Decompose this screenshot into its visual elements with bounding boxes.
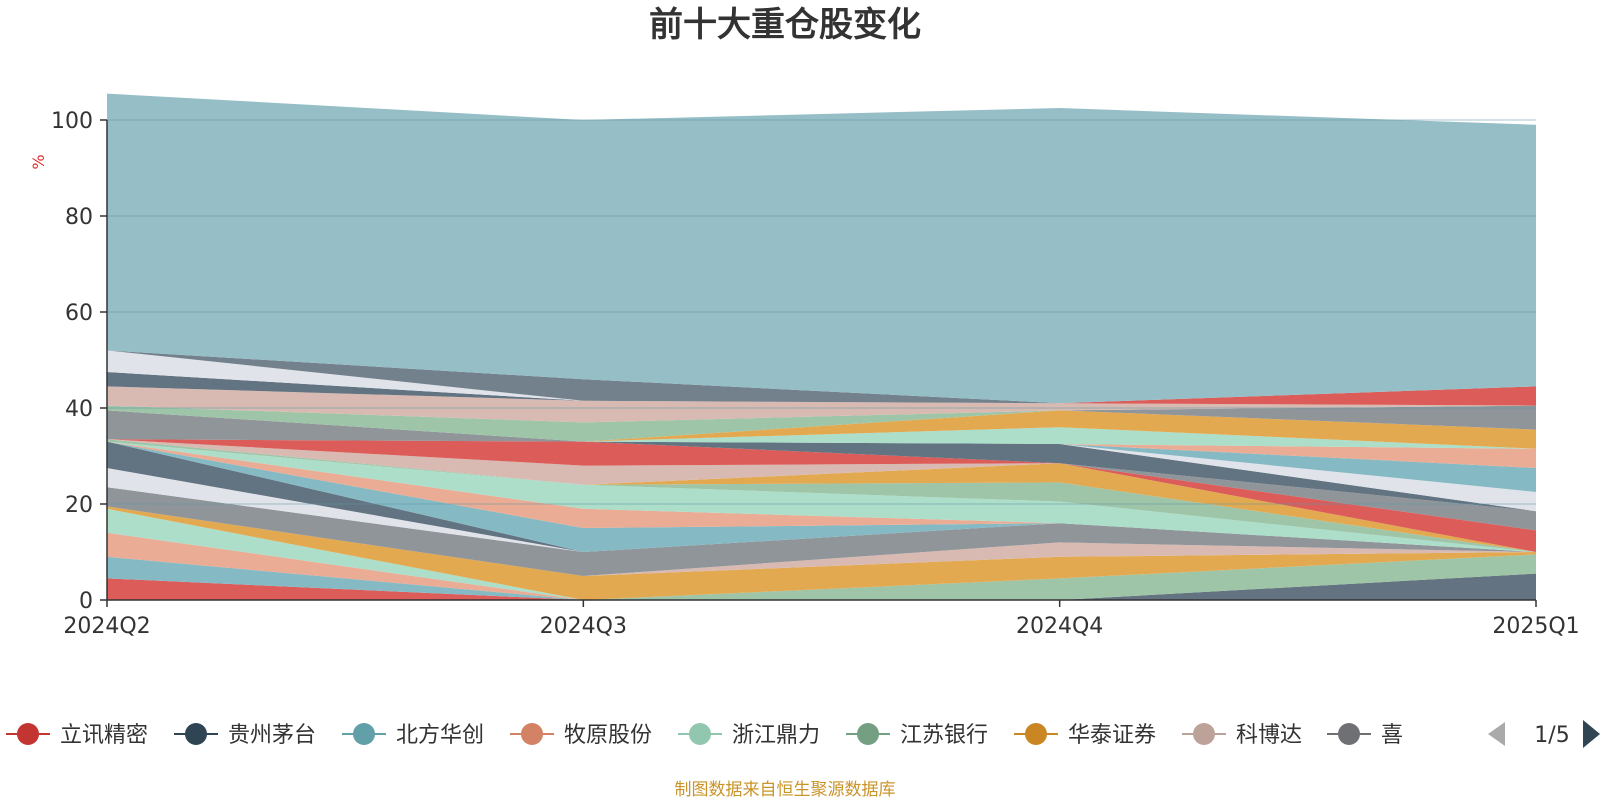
area-series-7 <box>107 506 1536 576</box>
area-series-25 <box>107 405 1536 442</box>
legend-label: 贵州茅台 <box>228 723 316 748</box>
triangle-left-icon[interactable] <box>1488 722 1505 746</box>
chart-title: 前十大重仓股变化 <box>649 5 921 45</box>
plot-area <box>107 93 1536 600</box>
grid-lines <box>107 119 1536 505</box>
y-tick-label: 40 <box>65 397 93 422</box>
source-note: 制图数据来自恒生聚源数据库 <box>675 780 896 800</box>
axes: 0 20 40 60 80 100 2024Q2 2024Q3 2024Q4 2025Q1 <box>51 109 1580 639</box>
legend-marker <box>17 723 39 745</box>
legend-marker <box>353 723 375 745</box>
triangle-right-icon[interactable] <box>1583 720 1600 748</box>
area-series-11 <box>107 441 1536 552</box>
y-tick-label: 100 <box>51 109 93 134</box>
area-series-29 <box>107 372 1536 406</box>
area-series-26 <box>107 405 1536 430</box>
area-series-32 <box>107 93 1536 404</box>
x-tick-label: 2025Q1 <box>1492 614 1579 639</box>
legend[interactable]: 立讯精密 贵州茅台 北方华创 牧原股份 浙江鼎力 江苏银行 华泰证券 科博达 喜 1/5 <box>6 720 1600 748</box>
legend-label: 浙江鼎力 <box>732 723 820 748</box>
legend-item[interactable]: 北方华创 <box>342 723 484 748</box>
legend-label: 牧原股份 <box>564 723 652 748</box>
x-tick-label: 2024Q3 <box>540 614 627 639</box>
legend-label: 科博达 <box>1236 723 1302 748</box>
legend-marker <box>1338 723 1360 745</box>
legend-page-indicator: 1/5 <box>1534 723 1569 748</box>
y-axis-unit: % <box>29 154 48 169</box>
area-series-27 <box>107 386 1536 423</box>
legend-item[interactable]: 浙江鼎力 <box>678 723 820 748</box>
area-series-0 <box>107 578 1536 600</box>
area-series-4 <box>107 508 1536 600</box>
area-series-17 <box>107 439 1536 552</box>
area-series-24 <box>107 410 1536 449</box>
area-series-23 <box>107 410 1536 449</box>
area-series-5 <box>107 508 1536 600</box>
x-tick-label: 2024Q2 <box>63 614 150 639</box>
legend-item[interactable]: 科博达 <box>1182 723 1302 748</box>
legend-marker <box>1025 723 1047 745</box>
area-series-30 <box>107 350 1536 404</box>
legend-label: 喜 <box>1381 723 1403 748</box>
legend-marker <box>1193 723 1215 745</box>
legend-label: 立讯精密 <box>60 723 148 748</box>
legend-item[interactable]: 立讯精密 <box>6 723 148 748</box>
y-tick-label: 80 <box>65 205 93 230</box>
legend-label: 北方华创 <box>396 723 484 748</box>
legend-marker <box>185 723 207 745</box>
legend-marker <box>689 723 711 745</box>
legend-marker <box>857 723 879 745</box>
area-series-16 <box>107 439 1536 552</box>
legend-marker <box>521 723 543 745</box>
legend-item[interactable]: 江苏银行 <box>846 723 988 748</box>
legend-item[interactable]: 牧原股份 <box>510 723 652 748</box>
legend-item[interactable]: 贵州茅台 <box>174 723 316 748</box>
legend-item[interactable]: 喜 <box>1327 723 1403 748</box>
area-series-31 <box>107 350 1536 404</box>
legend-label: 华泰证券 <box>1068 723 1156 748</box>
area-series-18 <box>107 410 1536 531</box>
area-series-13 <box>107 441 1536 552</box>
legend-item[interactable]: 华泰证券 <box>1014 723 1156 748</box>
legend-label: 江苏银行 <box>900 723 988 748</box>
area-series-6 <box>107 506 1536 600</box>
y-tick-label: 0 <box>79 589 93 614</box>
y-tick-label: 20 <box>65 493 93 518</box>
legend-items: 立讯精密 贵州茅台 北方华创 牧原股份 浙江鼎力 江苏银行 华泰证券 科博达 喜 <box>6 723 1403 748</box>
area-series-8 <box>107 487 1536 576</box>
x-tick-label: 2024Q4 <box>1016 614 1103 639</box>
y-tick-label: 60 <box>65 301 93 326</box>
area-series-28 <box>107 372 1536 406</box>
